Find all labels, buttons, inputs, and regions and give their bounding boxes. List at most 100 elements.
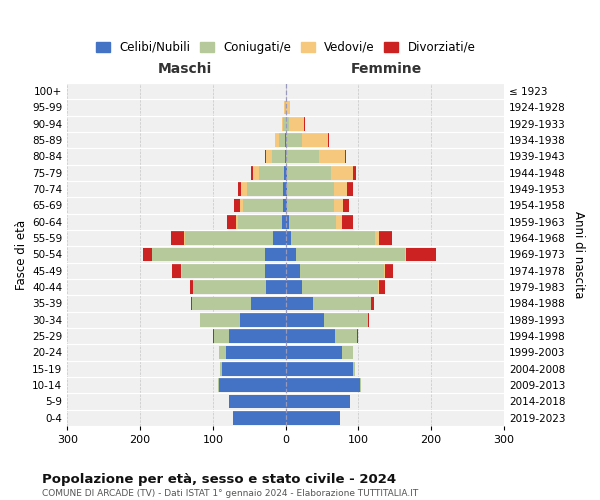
Bar: [313, 297, 371, 310]
Y-axis label: Anni di nascita: Anni di nascita: [572, 211, 585, 298]
Bar: [286, 297, 313, 310]
Bar: [266, 150, 272, 163]
Bar: [375, 232, 379, 245]
Bar: [405, 248, 406, 261]
Bar: [227, 215, 236, 228]
Bar: [335, 330, 357, 343]
Text: COMUNE DI ARCADE (TV) - Dati ISTAT 1° gennaio 2024 - Elaborazione TUTTITALIA.IT: COMUNE DI ARCADE (TV) - Dati ISTAT 1° ge…: [42, 489, 418, 498]
Bar: [279, 134, 285, 147]
Bar: [214, 330, 229, 343]
Bar: [193, 297, 251, 310]
Bar: [220, 362, 221, 376]
Bar: [143, 248, 152, 261]
Bar: [272, 232, 286, 245]
Bar: [406, 248, 436, 261]
Bar: [241, 313, 286, 326]
Bar: [282, 117, 283, 130]
Bar: [302, 134, 328, 147]
Bar: [285, 134, 286, 147]
Bar: [218, 346, 226, 359]
Bar: [286, 280, 302, 294]
Bar: [347, 182, 353, 196]
Bar: [283, 182, 286, 196]
Bar: [384, 264, 385, 278]
Text: Femmine: Femmine: [350, 62, 422, 76]
Text: Popolazione per età, sesso e stato civile - 2024: Popolazione per età, sesso e stato civil…: [42, 472, 396, 486]
Bar: [344, 150, 346, 163]
Bar: [234, 199, 240, 212]
Bar: [184, 232, 185, 245]
Bar: [304, 117, 305, 130]
Legend: Celibi/Nubili, Coniugati/e, Vedovi/e, Divorziati/e: Celibi/Nubili, Coniugati/e, Vedovi/e, Di…: [95, 41, 476, 54]
Bar: [286, 199, 287, 212]
Bar: [265, 150, 266, 163]
Bar: [236, 215, 238, 228]
Bar: [265, 264, 286, 278]
Bar: [200, 313, 241, 326]
Bar: [328, 134, 329, 147]
Bar: [265, 248, 286, 261]
Bar: [190, 280, 193, 294]
Bar: [353, 362, 355, 376]
Bar: [282, 215, 286, 228]
Bar: [286, 150, 319, 163]
Bar: [229, 395, 286, 408]
Bar: [266, 280, 286, 294]
Bar: [286, 134, 302, 147]
Bar: [285, 101, 286, 114]
Bar: [226, 346, 286, 359]
Bar: [247, 182, 283, 196]
Bar: [336, 215, 341, 228]
Bar: [292, 232, 375, 245]
Bar: [289, 117, 304, 130]
Bar: [289, 215, 336, 228]
Bar: [241, 182, 247, 196]
Bar: [275, 134, 279, 147]
Bar: [360, 378, 361, 392]
Bar: [385, 264, 394, 278]
Bar: [191, 297, 193, 310]
Bar: [170, 232, 184, 245]
Bar: [244, 199, 283, 212]
Bar: [286, 248, 296, 261]
Bar: [300, 264, 384, 278]
Bar: [229, 330, 286, 343]
Bar: [357, 330, 358, 343]
Bar: [286, 182, 287, 196]
Bar: [251, 166, 253, 179]
Bar: [353, 166, 356, 179]
Bar: [213, 330, 214, 343]
Bar: [287, 182, 334, 196]
Bar: [253, 166, 259, 179]
Bar: [233, 411, 286, 424]
Bar: [286, 166, 287, 179]
Bar: [296, 248, 405, 261]
Bar: [286, 395, 350, 408]
Bar: [287, 166, 331, 179]
Bar: [172, 264, 181, 278]
Bar: [371, 297, 374, 310]
Bar: [193, 280, 266, 294]
Bar: [238, 182, 241, 196]
Bar: [378, 280, 379, 294]
Bar: [319, 150, 344, 163]
Bar: [272, 150, 285, 163]
Bar: [152, 248, 265, 261]
Bar: [379, 280, 385, 294]
Bar: [283, 199, 286, 212]
Bar: [334, 182, 347, 196]
Bar: [285, 150, 286, 163]
Bar: [379, 232, 392, 245]
Bar: [286, 411, 340, 424]
Bar: [259, 166, 284, 179]
Y-axis label: Fasce di età: Fasce di età: [15, 220, 28, 290]
Bar: [287, 199, 334, 212]
Bar: [286, 101, 290, 114]
Bar: [221, 362, 286, 376]
Bar: [286, 378, 360, 392]
Bar: [181, 264, 182, 278]
Bar: [238, 215, 282, 228]
Bar: [286, 232, 292, 245]
Bar: [284, 166, 286, 179]
Bar: [334, 199, 343, 212]
